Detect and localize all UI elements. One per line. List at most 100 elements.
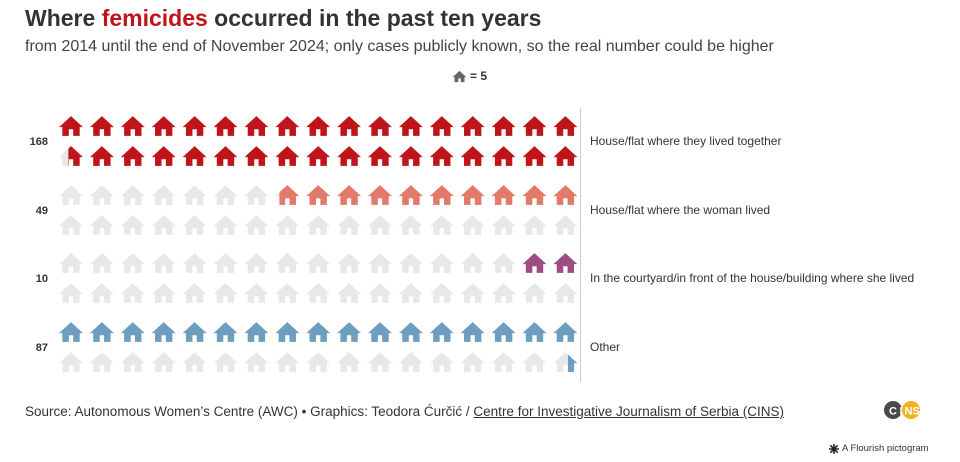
house-icon <box>306 322 331 342</box>
house-icon <box>553 185 578 205</box>
category-name-label: Other <box>590 340 620 354</box>
house-icon <box>522 185 547 205</box>
house-icon <box>429 146 454 166</box>
house-icon <box>151 352 176 372</box>
house-icon <box>275 283 300 303</box>
house-icon <box>553 215 578 235</box>
house-icon <box>213 283 238 303</box>
house-icon <box>120 283 145 303</box>
house-icon <box>337 283 362 303</box>
house-icon <box>368 352 392 372</box>
house-icon <box>491 185 516 205</box>
house-icon <box>460 146 485 166</box>
house-icon <box>182 283 207 303</box>
house-icon <box>244 185 269 205</box>
source-text: Source: Autonomous Women’s Centre (AWC) … <box>25 404 474 419</box>
house-icon <box>429 116 454 136</box>
house-icon <box>120 253 145 273</box>
house-icon <box>275 253 300 273</box>
house-icon <box>306 253 331 273</box>
logo-letter-i: I <box>900 406 903 418</box>
house-icon <box>398 283 423 303</box>
house-icon <box>89 146 114 166</box>
house-icon <box>398 146 423 166</box>
house-icon <box>460 283 485 303</box>
source-link[interactable]: Centre for Investigative Journalism of S… <box>473 404 785 419</box>
house-icon <box>151 215 176 235</box>
chart-subtitle: from 2014 until the end of November 2024… <box>25 38 774 55</box>
house-icon <box>368 185 392 205</box>
house-icon <box>306 185 331 205</box>
house-icon <box>429 253 454 273</box>
house-icon <box>244 116 269 136</box>
house-icon <box>460 322 485 342</box>
house-icon <box>244 253 269 273</box>
logo-letter-c: C <box>889 406 897 418</box>
house-icon <box>460 185 485 205</box>
house-icon <box>337 116 362 136</box>
house-icon <box>452 70 467 82</box>
flourish-asterisk-icon <box>829 443 839 454</box>
house-icon <box>59 146 83 166</box>
title-prefix: Where <box>25 5 102 31</box>
house-icon <box>59 322 83 342</box>
house-icon <box>429 215 454 235</box>
house-icon <box>398 253 423 273</box>
house-icon <box>89 116 114 136</box>
house-icon <box>89 215 114 235</box>
house-icon <box>522 215 547 235</box>
cins-logo[interactable]: C I NS <box>884 400 922 420</box>
category-value-label: 87 <box>36 342 48 354</box>
house-icon <box>368 146 392 166</box>
house-icon <box>151 283 176 303</box>
house-icon <box>213 253 238 273</box>
house-icon <box>429 185 454 205</box>
house-icon <box>89 283 114 303</box>
house-icon <box>553 352 578 372</box>
house-icon <box>275 185 300 205</box>
logo-accent-circle <box>902 401 920 419</box>
house-icon <box>59 215 83 235</box>
house-icon <box>337 253 362 273</box>
house-icon <box>460 116 485 136</box>
house-icon <box>151 146 176 166</box>
house-icon <box>59 185 83 205</box>
logo-letters-ns: NS <box>905 406 920 418</box>
house-icon <box>244 283 269 303</box>
house-icon <box>151 116 176 136</box>
house-icon <box>213 352 238 372</box>
labels-layer: 168 House/flat where they lived together 4… <box>30 134 915 354</box>
house-icon <box>460 253 485 273</box>
house-icon <box>244 322 269 342</box>
house-icon <box>491 283 516 303</box>
house-icon <box>460 215 485 235</box>
house-icon <box>429 283 454 303</box>
house-icon <box>275 215 300 235</box>
house-icon <box>120 146 145 166</box>
house-icon <box>306 283 331 303</box>
house-icon <box>553 146 578 166</box>
house-icon <box>59 253 83 273</box>
house-icon <box>522 283 547 303</box>
house-icon <box>491 215 516 235</box>
house-icon <box>337 146 362 166</box>
house-icon <box>151 185 176 205</box>
house-icon <box>553 253 578 273</box>
house-icon <box>275 352 300 372</box>
house-icon <box>491 146 516 166</box>
house-icon <box>337 185 362 205</box>
house-icon <box>491 253 516 273</box>
house-icon <box>151 253 176 273</box>
house-icon <box>182 322 207 342</box>
house-icon <box>182 352 207 372</box>
house-icon <box>522 116 547 136</box>
flourish-credit[interactable]: A Flourish pictogram <box>829 443 929 454</box>
house-icon <box>120 322 145 342</box>
house-icon <box>120 116 145 136</box>
logo-dark-circle <box>884 401 902 419</box>
house-icon <box>522 352 547 372</box>
house-icon <box>398 116 423 136</box>
house-icon <box>120 185 145 205</box>
house-icon <box>182 215 207 235</box>
house-icon <box>275 146 300 166</box>
